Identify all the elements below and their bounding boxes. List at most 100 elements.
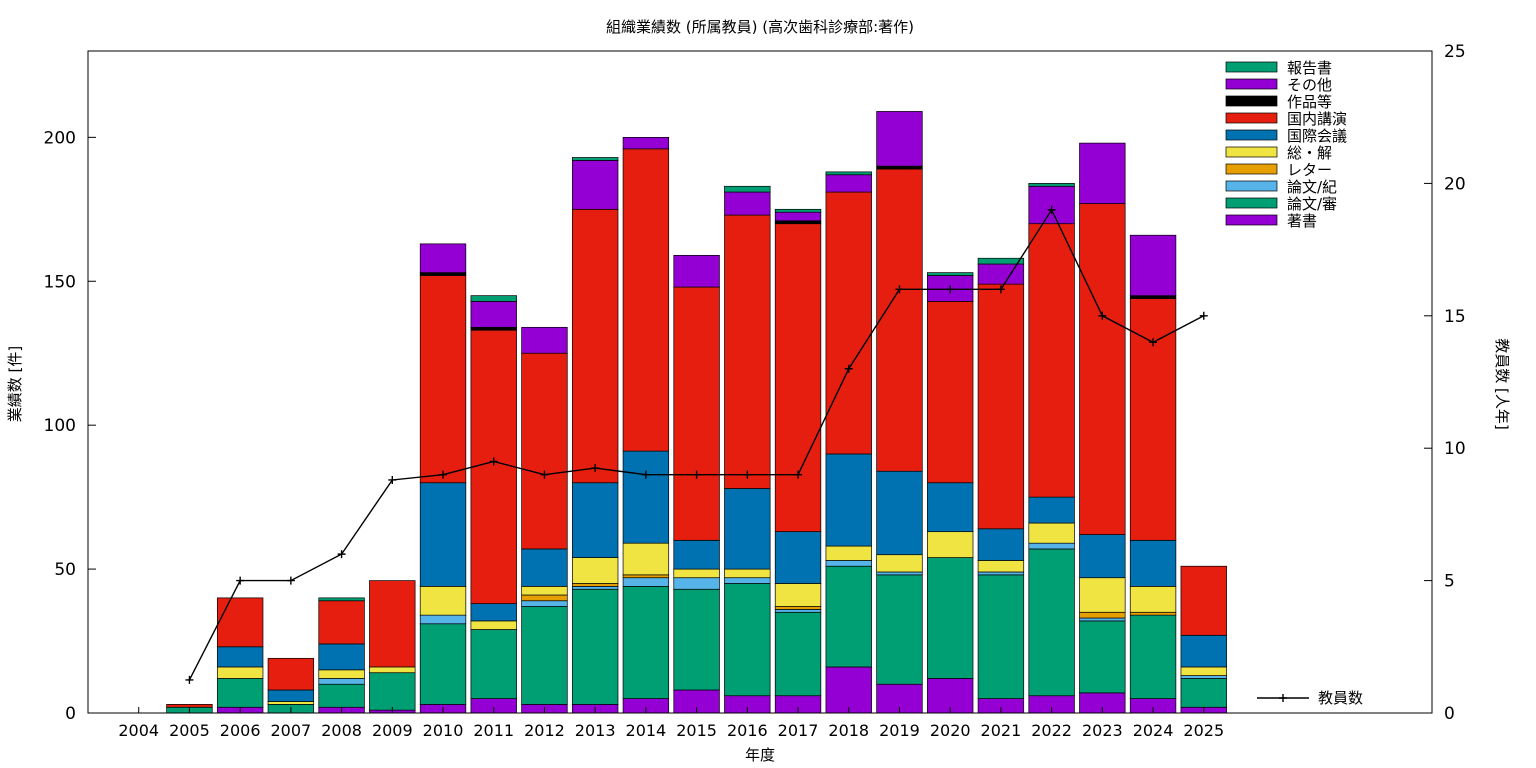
faculty-point-2016 xyxy=(743,470,752,479)
bar-2013-1 xyxy=(571,588,619,705)
legend-label-8: 論文/審 xyxy=(1287,195,1337,213)
bar-2016-4 xyxy=(724,568,771,579)
bar-2015-1 xyxy=(673,588,720,691)
x-tick-label-2011: 2011 xyxy=(473,721,514,740)
bar-2012-1 xyxy=(521,606,568,705)
x-tick-label-2016: 2016 xyxy=(727,721,768,740)
bar-2010-8 xyxy=(419,243,467,273)
x-tick-label-2012: 2012 xyxy=(524,721,565,740)
bar-2012-8 xyxy=(521,326,568,354)
bar-2011-8 xyxy=(470,301,517,328)
legend-label-3: 国内講演 xyxy=(1287,110,1347,128)
x-tick-label-2007: 2007 xyxy=(271,721,312,740)
bar-2024-5 xyxy=(1129,539,1177,587)
bar-2012-5 xyxy=(521,548,568,587)
bar-2017-7 xyxy=(774,220,822,225)
legend-swatch-4 xyxy=(1225,129,1278,141)
bar-2014-2 xyxy=(622,577,670,587)
faculty-point-2006 xyxy=(236,576,245,585)
bar-2020-5 xyxy=(927,482,974,533)
faculty-point-2007 xyxy=(286,576,295,585)
y-tick-label-0: 0 xyxy=(65,704,76,724)
x-tick-label-2008: 2008 xyxy=(321,721,362,740)
bar-2019-6 xyxy=(876,168,923,472)
bar-2018-9 xyxy=(825,171,872,176)
bar-2015-5 xyxy=(673,539,720,570)
bar-2023-4 xyxy=(1079,577,1126,613)
bar-2024-7 xyxy=(1129,295,1177,299)
legend-swatch-9 xyxy=(1225,214,1278,226)
bar-2011-6 xyxy=(470,329,517,604)
faculty-point-2021 xyxy=(996,285,1005,294)
bar-2022-2 xyxy=(1028,542,1075,550)
bar-2025-6 xyxy=(1180,565,1227,636)
legend-swatch-5 xyxy=(1225,146,1278,158)
bar-2018-6 xyxy=(825,191,872,455)
bar-2018-2 xyxy=(825,560,872,567)
bar-2020-9 xyxy=(927,272,974,276)
bar-2014-3 xyxy=(622,574,670,579)
bar-2013-5 xyxy=(571,482,619,558)
y-axis-label: 業績数 [件] xyxy=(6,346,24,422)
bar-2018-1 xyxy=(825,565,872,668)
bar-2018-8 xyxy=(825,174,872,193)
y-tick-label-50: 50 xyxy=(54,560,76,580)
legend-line-label: 教員数 xyxy=(1318,689,1363,707)
faculty-point-2025 xyxy=(1199,311,1208,320)
legend-label-4: 国際会議 xyxy=(1287,127,1347,145)
bar-2006-4 xyxy=(216,666,264,679)
bar-2007-6 xyxy=(267,657,315,691)
bar-2021-1 xyxy=(977,574,1025,699)
x-tick-label-2013: 2013 xyxy=(575,721,616,740)
x-tick-label-2020: 2020 xyxy=(930,721,971,740)
bar-2017-8 xyxy=(774,211,822,222)
bar-2022-9 xyxy=(1028,183,1075,187)
faculty-point-2012 xyxy=(540,470,549,479)
bar-2006-1 xyxy=(216,678,264,708)
bar-2025-4 xyxy=(1180,666,1227,676)
bar-2011-5 xyxy=(470,603,517,622)
y2-tick-label-10: 10 xyxy=(1444,439,1466,459)
faculty-point-2020 xyxy=(946,285,955,294)
bar-2008-6 xyxy=(318,600,365,645)
bar-2013-6 xyxy=(571,208,619,484)
legend-swatch-8 xyxy=(1225,197,1278,209)
bar-2023-6 xyxy=(1079,203,1126,535)
bar-2024-3 xyxy=(1129,611,1177,616)
faculty-point-2005 xyxy=(185,675,194,684)
bar-2024-8 xyxy=(1129,234,1177,297)
bars-layer xyxy=(166,111,1227,714)
bar-2011-9 xyxy=(470,295,517,302)
bar-2021-6 xyxy=(977,283,1025,530)
faculty-point-2018 xyxy=(844,364,853,373)
bar-2010-1 xyxy=(419,623,467,705)
bar-2006-5 xyxy=(216,646,264,668)
bar-2021-9 xyxy=(977,257,1025,265)
legend-swatch-3 xyxy=(1225,112,1278,124)
bar-2024-1 xyxy=(1129,614,1177,699)
chart-title: 組織業績数 (所属教員) (高次歯科診療部:著作) xyxy=(606,18,914,36)
bar-2016-8 xyxy=(724,191,771,216)
bar-2013-3 xyxy=(571,583,619,587)
y-tick-label-200: 200 xyxy=(44,128,76,148)
bar-2008-4 xyxy=(318,669,365,679)
bar-2023-5 xyxy=(1079,534,1126,579)
bar-2019-1 xyxy=(876,574,923,685)
bar-2021-8 xyxy=(977,263,1025,285)
faculty-point-2013 xyxy=(591,464,600,473)
bar-2012-4 xyxy=(521,586,568,596)
bar-2008-1 xyxy=(318,683,365,708)
faculty-point-2017 xyxy=(794,470,803,479)
bar-2013-4 xyxy=(571,557,619,584)
legend-label-5: 総・解 xyxy=(1287,144,1332,162)
bar-2016-6 xyxy=(724,214,771,489)
bar-2019-4 xyxy=(876,554,923,573)
bar-2017-3 xyxy=(774,606,822,610)
bar-2012-6 xyxy=(521,352,568,550)
bar-2016-1 xyxy=(724,583,771,697)
x-tick-label-2010: 2010 xyxy=(423,721,464,740)
x-tick-label-2021: 2021 xyxy=(981,721,1022,740)
bar-2018-0 xyxy=(825,666,872,714)
bar-2015-4 xyxy=(673,568,720,579)
